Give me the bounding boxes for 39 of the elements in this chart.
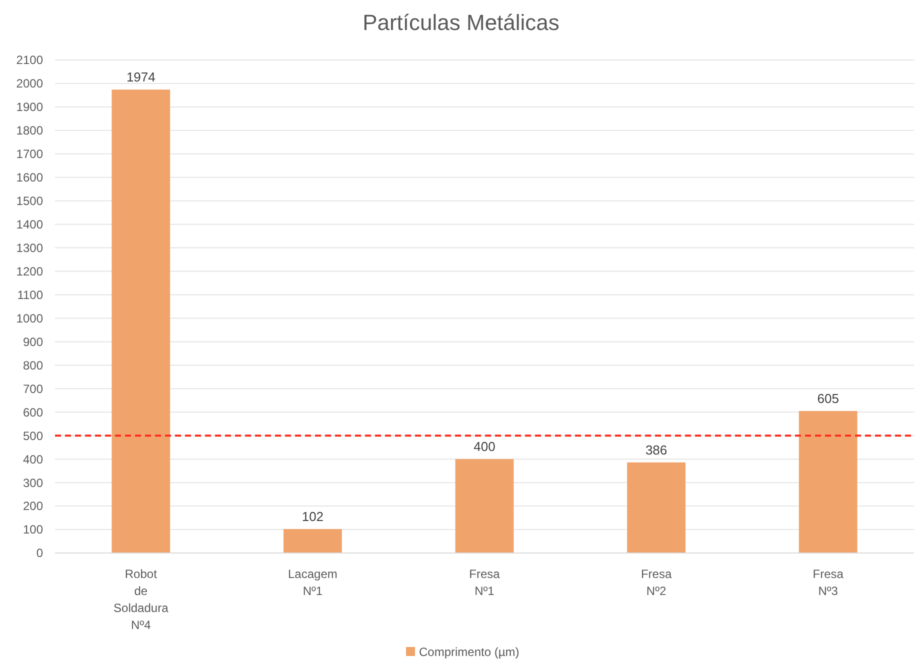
y-tick-label: 1700 [16, 147, 44, 162]
y-tick-label: 1300 [16, 241, 44, 256]
data-label: 1974 [126, 70, 156, 85]
bar [283, 529, 342, 553]
y-tick-label: 1200 [16, 264, 44, 278]
y-tick-label: 2100 [16, 53, 44, 68]
y-tick-label: 900 [22, 334, 44, 349]
data-label: 386 [645, 442, 668, 458]
x-tick-label: Lacagem Nº1 [288, 567, 338, 598]
y-tick-label: 1900 [16, 100, 44, 114]
y-tick-label: 2000 [16, 76, 44, 91]
bar [627, 462, 686, 553]
y-tick-label: 200 [22, 499, 44, 514]
y-tick-label: 1100 [17, 288, 44, 302]
y-tick-label: 600 [22, 405, 44, 420]
y-tick-label: 400 [22, 452, 44, 466]
y-tick-label: 100 [22, 522, 44, 537]
y-tick-label: 1800 [16, 124, 44, 138]
y-tick-label: 500 [22, 428, 44, 443]
bar [112, 90, 170, 553]
data-label: 400 [474, 439, 496, 454]
y-tick-label: 700 [22, 382, 44, 396]
x-tick-label: Fresa Nº2 [640, 567, 672, 598]
y-tick-label: 1500 [16, 194, 44, 208]
data-label: 102 [302, 509, 324, 524]
bar [798, 410, 858, 553]
y-tick-label: 1600 [16, 170, 44, 185]
y-tick-label: 0 [36, 546, 44, 560]
y-tick-label: 1400 [16, 218, 44, 232]
y-tick-label: 800 [22, 358, 44, 372]
data-label: 605 [817, 390, 839, 406]
legend-label: Comprimento (µm) [419, 645, 520, 659]
y-tick-label: 1000 [16, 311, 44, 326]
chart-title: Partículas Metálicas [362, 10, 560, 35]
x-tick-label: Fresa Nº1 [469, 567, 500, 598]
y-tick-label: 300 [22, 476, 44, 490]
x-tick-label: Fresa Nº3 [812, 567, 844, 598]
x-tick-label: Robot de Soldadura Nº4 [114, 567, 169, 632]
bar [455, 459, 514, 553]
